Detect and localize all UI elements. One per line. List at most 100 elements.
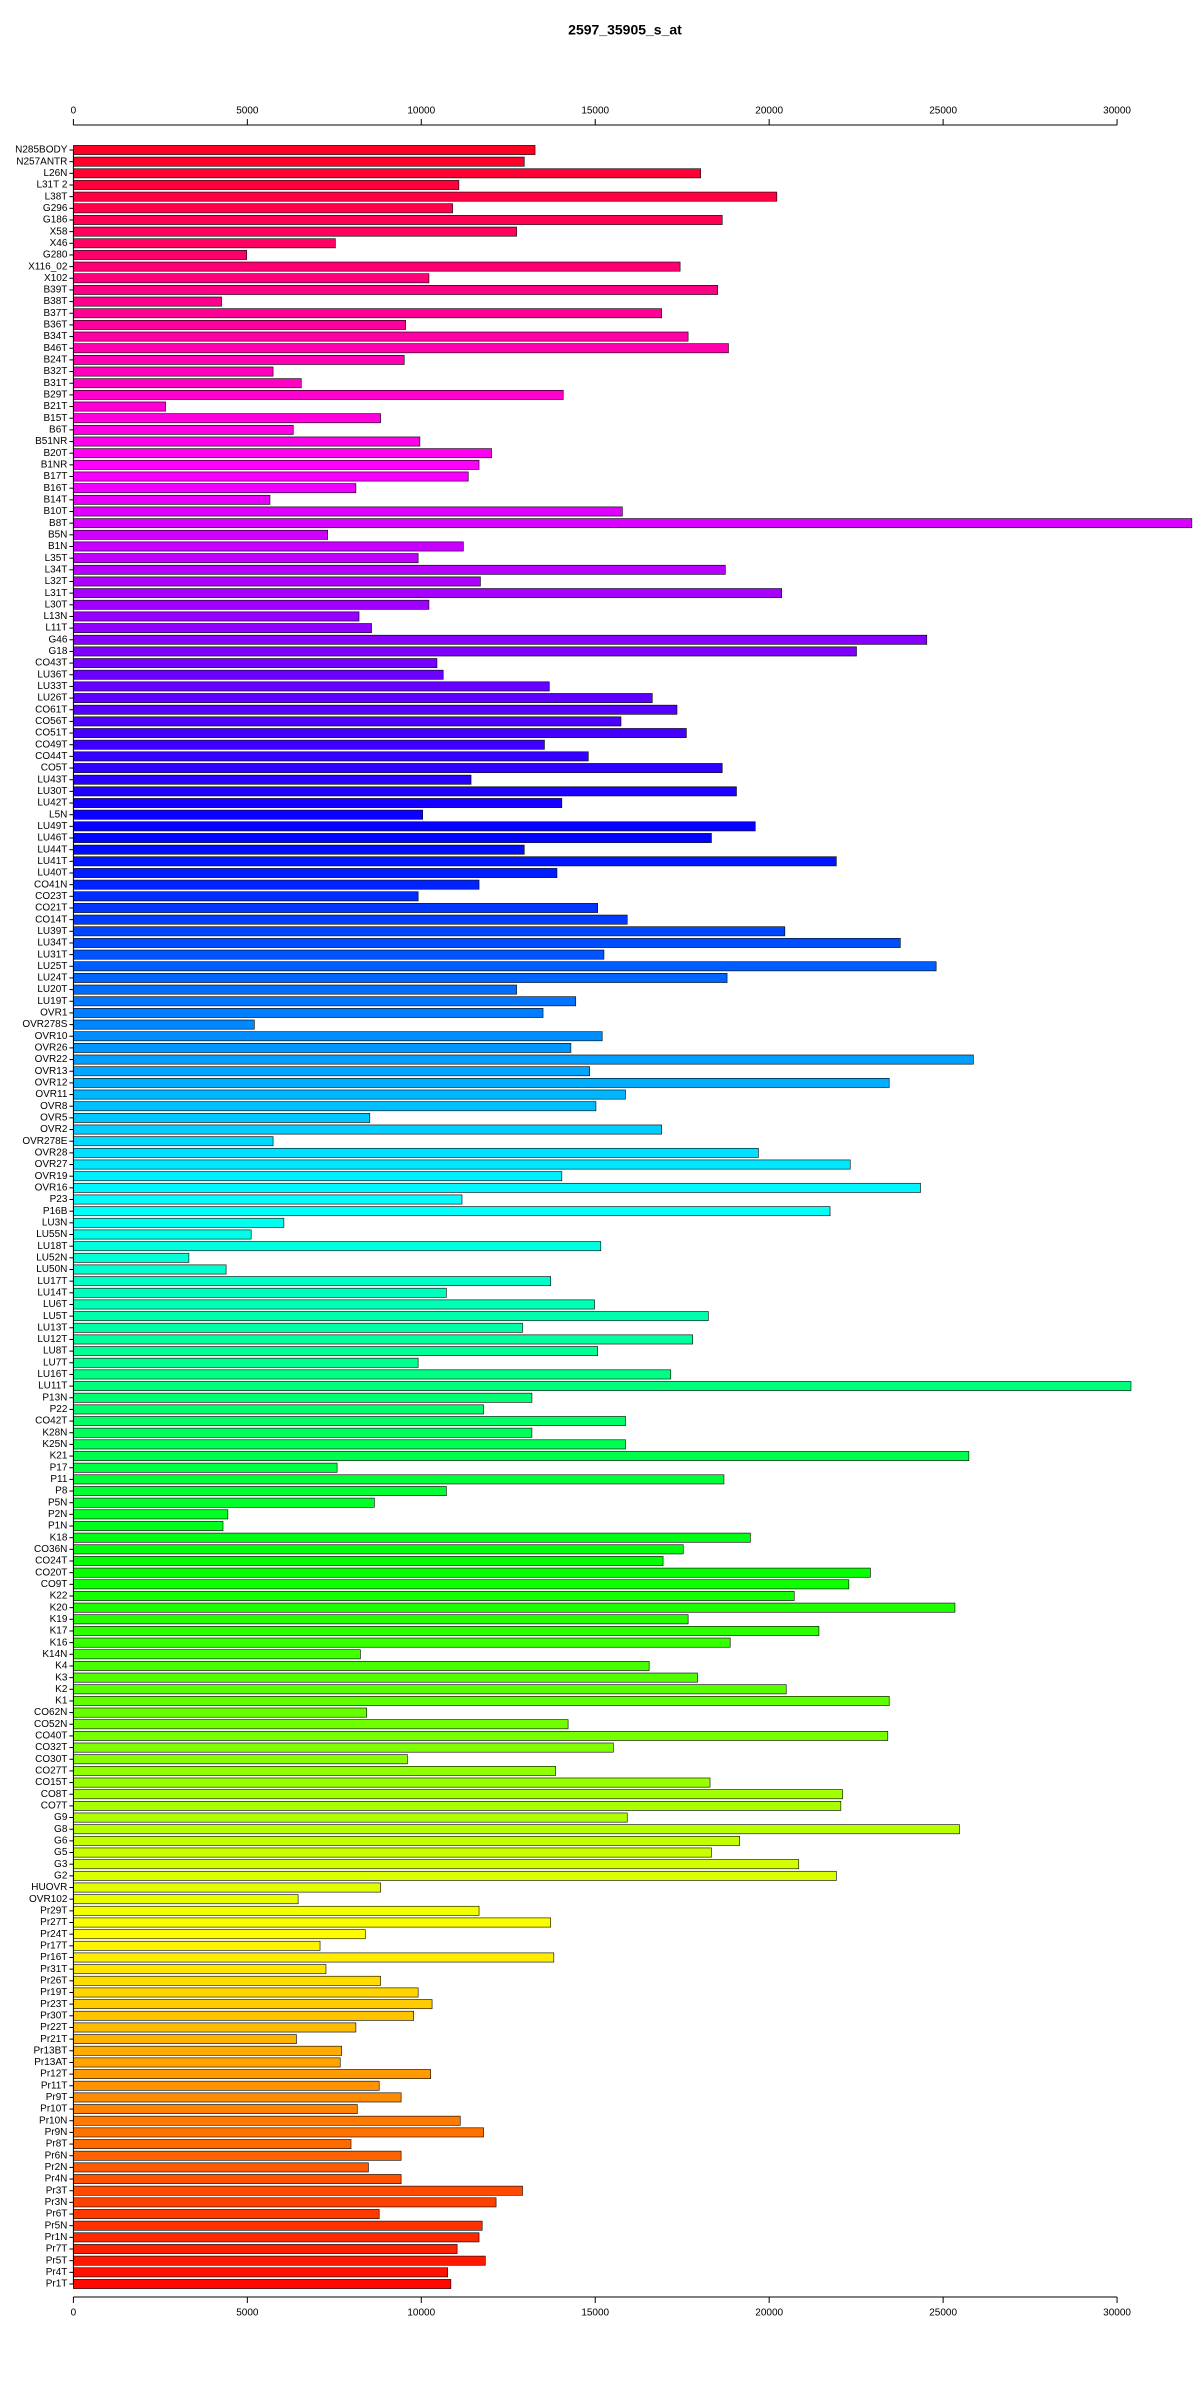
bar	[73, 553, 419, 564]
bar	[73, 1999, 433, 2010]
y-tick-label: X58	[50, 226, 68, 237]
y-tick-label: N285BODY	[15, 145, 68, 156]
y-tick-label: Pr5T	[46, 2255, 68, 2266]
y-tick-label: K17	[50, 1626, 68, 1637]
y-tick-label: Pr11T	[41, 2080, 68, 2091]
bar	[73, 1497, 375, 1508]
y-tick-label: LU3N	[42, 1217, 68, 1228]
y-tick-label: L31T	[45, 588, 68, 599]
bar	[73, 2150, 402, 2161]
bar	[73, 1824, 960, 1835]
y-tick-label: P13N	[42, 1392, 67, 1403]
y-tick-label: B20T	[43, 448, 67, 459]
y-tick-label: LU16T	[37, 1369, 67, 1380]
y-tick-label: CO7T	[41, 1801, 68, 1812]
y-tick-label: CO30T	[35, 1754, 67, 1765]
bar	[73, 1870, 837, 1881]
bar	[73, 1521, 224, 1531]
bar	[73, 308, 662, 319]
bar	[73, 389, 564, 400]
bar	[73, 1147, 759, 1158]
bar	[73, 1696, 890, 1706]
bar	[73, 1812, 628, 1823]
y-tick-label: LU46T	[37, 833, 67, 844]
bar	[73, 156, 525, 167]
y-tick-label: K28N	[42, 1427, 67, 1438]
bar	[73, 891, 419, 902]
y-tick-label: L30T	[45, 599, 68, 610]
bar	[73, 331, 689, 342]
bar	[73, 2197, 497, 2208]
bar	[73, 1194, 463, 1205]
y-tick-label: G46	[48, 634, 67, 645]
bar	[73, 1789, 843, 1800]
bar	[73, 2045, 342, 2056]
y-tick-label: OVR12	[35, 1078, 68, 1089]
y-tick-label: LU14T	[37, 1287, 67, 1298]
bar	[73, 798, 563, 808]
bar	[73, 2255, 486, 2266]
y-tick-label: B15T	[43, 413, 67, 424]
chart-title: 2597_35905_s_at	[568, 22, 682, 38]
bar	[73, 1707, 367, 1718]
bar	[73, 261, 681, 272]
x-tick-label: 15000	[581, 2308, 609, 2319]
bar	[73, 2069, 431, 2079]
y-tick-label: L13N	[43, 611, 67, 622]
bar	[73, 2209, 380, 2219]
bar	[73, 180, 460, 190]
y-tick-label: Pr2N	[45, 2162, 68, 2173]
y-tick-label: LU26T	[37, 693, 67, 704]
bar	[73, 1835, 740, 1846]
y-tick-label: B8T	[49, 518, 67, 529]
x-tick-label: 0	[71, 2308, 77, 2319]
y-tick-label: P1N	[48, 1521, 67, 1532]
bar	[73, 1532, 751, 1543]
y-tick-label: P2N	[48, 1509, 67, 1520]
bar	[73, 786, 737, 797]
y-tick-label: B17T	[43, 471, 67, 482]
y-tick-label: LU52N	[36, 1252, 67, 1263]
y-tick-label: Pr4T	[46, 2267, 68, 2278]
y-tick-label: LU55N	[36, 1229, 67, 1240]
y-tick-label: B10T	[43, 506, 67, 517]
bar	[73, 658, 438, 668]
bar	[73, 844, 525, 855]
y-tick-label: Pr12T	[40, 2069, 67, 2080]
bar	[73, 2174, 402, 2184]
bar	[73, 529, 329, 540]
y-tick-label: Pr6T	[46, 2209, 68, 2220]
bar	[73, 273, 430, 284]
y-tick-label: Pr10N	[39, 2115, 67, 2126]
y-tick-label: X46	[50, 238, 68, 249]
y-tick-label: LU8T	[43, 1346, 67, 1357]
y-tick-label: CO24T	[35, 1556, 67, 1567]
y-tick-label: CO61T	[35, 704, 67, 715]
bar	[73, 1381, 1132, 1391]
y-tick-label: OVR27	[35, 1159, 68, 1170]
bar	[73, 1929, 366, 1940]
bar	[73, 1066, 590, 1077]
bar	[73, 1614, 689, 1625]
bar	[73, 1964, 327, 1975]
y-tick-label: L5N	[49, 809, 67, 820]
x-tick-label: 30000	[1103, 106, 1131, 117]
bar	[73, 588, 783, 599]
y-tick-label: K3	[55, 1672, 68, 1683]
y-tick-label: CO44T	[35, 751, 67, 762]
bar	[73, 1474, 725, 1485]
y-tick-label: LU11T	[38, 1381, 67, 1392]
bar	[73, 1975, 381, 1986]
bar	[73, 1684, 787, 1695]
bar	[73, 704, 678, 715]
bar	[73, 343, 729, 354]
bar	[73, 1637, 731, 1648]
y-tick-label: K19	[50, 1614, 68, 1625]
bar	[73, 1043, 572, 1053]
bar	[73, 1556, 664, 1566]
bar	[73, 401, 166, 412]
bar	[73, 1159, 851, 1170]
bar	[73, 191, 778, 202]
bar	[73, 494, 271, 505]
bar	[73, 1544, 684, 1555]
